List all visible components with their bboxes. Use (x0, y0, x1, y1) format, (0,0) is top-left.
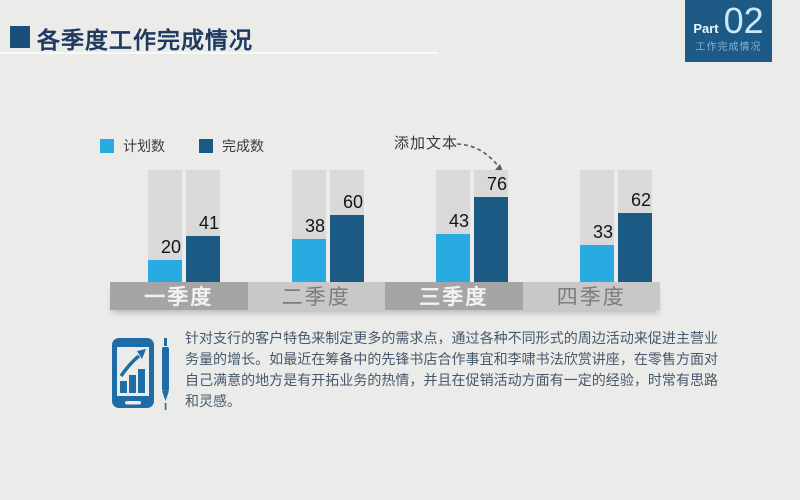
bar-value-label: 76 (486, 174, 507, 194)
bar-value-label: 62 (630, 190, 651, 210)
bar-fill (148, 260, 182, 282)
header-underline (0, 52, 438, 54)
bar-value-label: 41 (198, 213, 219, 233)
chart-legend: 计划数 完成数 (100, 136, 264, 156)
title-bullet-square (10, 26, 30, 48)
bar-fill (580, 245, 614, 282)
annotation-label: 添加文本 (394, 135, 459, 152)
legend-swatch-planned (100, 139, 114, 153)
bar-value-label: 33 (592, 222, 613, 242)
category-label: 二季度 (247, 282, 385, 310)
part-label: Part (693, 21, 719, 36)
bar-value-label: 60 (342, 192, 363, 212)
summary-section: 针对支行的客户特色来制定更多的需求点，通过各种不同形式的周边活动来促进主营业务量… (112, 328, 720, 412)
part-line: Part 02 (685, 0, 772, 41)
bar-track: 20 (148, 170, 182, 282)
bar-fill (436, 234, 470, 282)
legend-label-completed: 完成数 (222, 138, 264, 154)
legend-label-planned: 计划数 (123, 138, 165, 154)
bar-fill (330, 215, 364, 282)
part-number: 02 (723, 0, 764, 41)
page-title: 各季度工作完成情况 (37, 27, 253, 53)
summary-paragraph: 针对支行的客户特色来制定更多的需求点，通过各种不同形式的周边活动来促进主营业务量… (185, 330, 718, 409)
chart-device-pen-icon (112, 338, 169, 410)
bar-track: 76 (474, 170, 508, 282)
bar-fill (618, 213, 652, 282)
bar-track: 43 (436, 170, 470, 282)
bar-track: 60 (330, 170, 364, 282)
bar-fill (474, 197, 508, 282)
legend-item-planned: 计划数 (100, 136, 165, 156)
part-subtitle: 工作完成情况 (695, 42, 762, 53)
bar-fill (292, 239, 326, 282)
legend-swatch-completed (199, 139, 213, 153)
bar-track: 41 (186, 170, 220, 282)
category-label: 一季度 (110, 282, 248, 310)
bar-track: 33 (580, 170, 614, 282)
bar-track: 62 (618, 170, 652, 282)
bar-value-label: 20 (160, 237, 181, 257)
bar-track: 38 (292, 170, 326, 282)
category-label: 三季度 (385, 282, 523, 310)
bar-value-label: 43 (448, 211, 469, 231)
bar-chart: 20 41 38 60 43 76 33 62 (110, 170, 660, 282)
part-badge: Part 02 工作完成情况 (685, 0, 772, 62)
bar-value-label: 38 (304, 216, 325, 236)
legend-item-completed: 完成数 (199, 136, 264, 156)
bar-fill (186, 236, 220, 282)
category-band: 一季度 二季度 三季度 四季度 (110, 282, 660, 310)
category-label: 四季度 (522, 282, 660, 310)
